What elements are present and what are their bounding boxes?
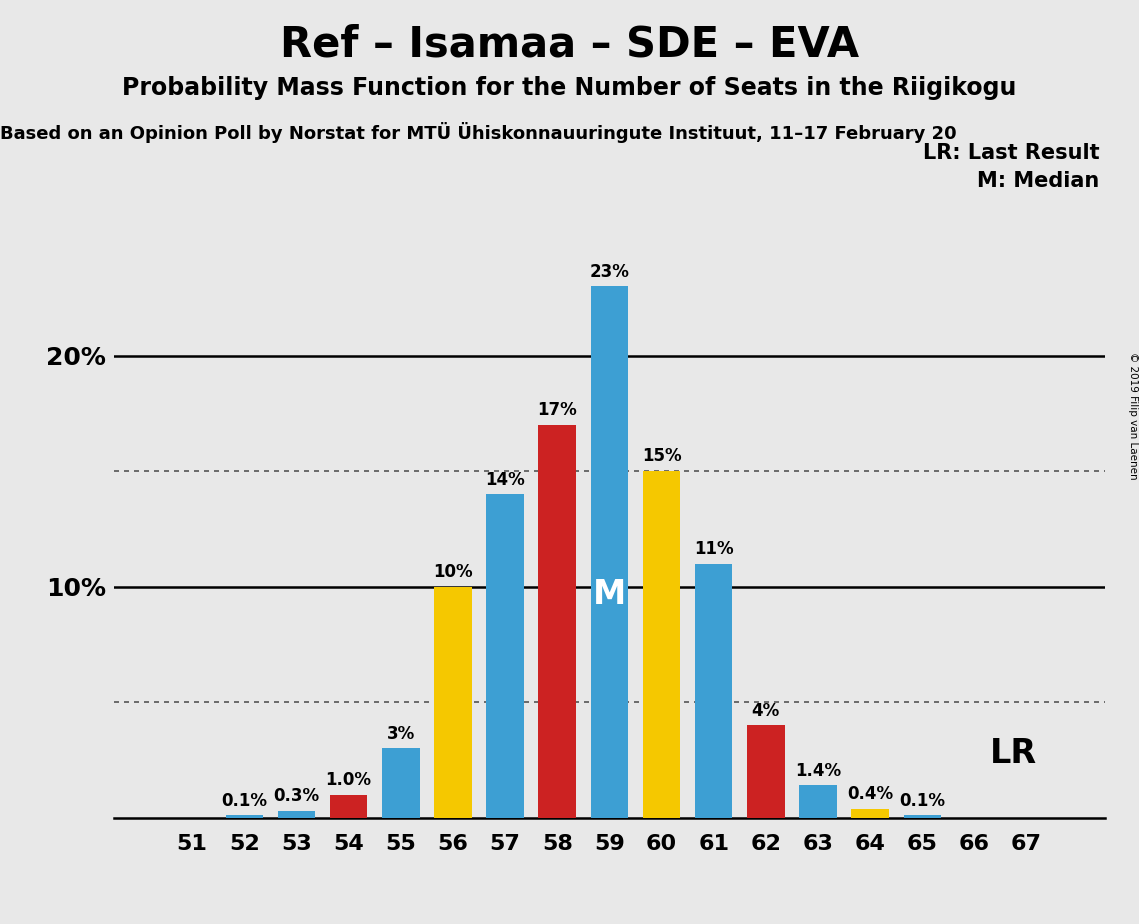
Text: © 2019 Filip van Laenen: © 2019 Filip van Laenen xyxy=(1129,352,1138,480)
Text: 0.3%: 0.3% xyxy=(273,787,320,805)
Bar xyxy=(591,286,628,818)
Text: 10%: 10% xyxy=(433,563,473,581)
Bar xyxy=(851,808,888,818)
Text: 14%: 14% xyxy=(485,470,525,489)
Bar xyxy=(695,564,732,818)
Bar xyxy=(278,811,316,818)
Text: 15%: 15% xyxy=(641,447,681,466)
Text: Probability Mass Function for the Number of Seats in the Riigikogu: Probability Mass Function for the Number… xyxy=(122,76,1017,100)
Bar xyxy=(330,795,368,818)
Bar xyxy=(382,748,419,818)
Text: M: Median: M: Median xyxy=(977,171,1099,191)
Text: LR: LR xyxy=(990,736,1036,770)
Bar xyxy=(642,471,680,818)
Text: 23%: 23% xyxy=(589,262,630,281)
Text: 1.4%: 1.4% xyxy=(795,761,841,780)
Text: M: M xyxy=(592,578,626,611)
Text: 3%: 3% xyxy=(386,724,415,743)
Text: 1.0%: 1.0% xyxy=(326,771,371,789)
Bar xyxy=(800,785,837,818)
Bar xyxy=(434,587,472,818)
Text: Ref – Isamaa – SDE – EVA: Ref – Isamaa – SDE – EVA xyxy=(280,23,859,65)
Bar xyxy=(486,494,524,818)
Bar xyxy=(903,815,941,818)
Text: 11%: 11% xyxy=(694,540,734,558)
Text: 0.1%: 0.1% xyxy=(900,792,945,809)
Bar xyxy=(747,725,785,818)
Bar xyxy=(226,815,263,818)
Text: LR: Last Result: LR: Last Result xyxy=(923,143,1099,164)
Text: 0.4%: 0.4% xyxy=(847,784,893,803)
Text: 4%: 4% xyxy=(752,701,780,720)
Text: 0.1%: 0.1% xyxy=(221,792,268,809)
Text: Based on an Opinion Poll by Norstat for MTÜ Ühiskonnauuringute Instituut, 11–17 : Based on an Opinion Poll by Norstat for … xyxy=(0,122,957,143)
Text: 17%: 17% xyxy=(538,401,577,419)
Bar xyxy=(539,425,576,818)
